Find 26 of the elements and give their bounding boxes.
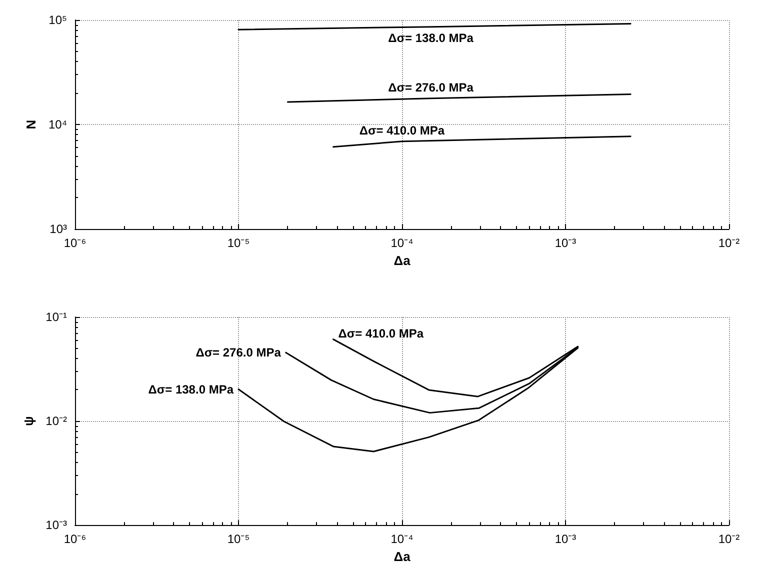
y-axis-title: ψ [20, 416, 36, 426]
x-axis-title: Δa [394, 549, 412, 564]
y-tick-label: 10⁻¹ [46, 310, 68, 324]
y-tick-label: 10⁴ [48, 118, 67, 132]
x-tick-label: 10⁻² [718, 532, 740, 546]
x-tick-label: 10⁻⁵ [227, 236, 250, 250]
series-label: Δσ= 138.0 MPa [388, 30, 474, 45]
x-tick-label: 10⁻⁴ [390, 236, 414, 250]
x-tick-label: 10⁻³ [554, 236, 576, 250]
x-tick-label: 10⁻³ [554, 532, 576, 546]
y-tick-label: 10⁵ [48, 13, 68, 27]
x-tick-label: 10⁻⁵ [227, 532, 250, 546]
x-tick-label: 10⁻² [718, 236, 740, 250]
y-tick-label: 10⁻³ [46, 518, 68, 532]
series-label: Δσ= 138.0 MPa [148, 382, 234, 396]
y-axis-title: N [24, 120, 39, 130]
x-axis-title: Δa [394, 252, 412, 268]
y-tick-label: 10³ [50, 222, 68, 236]
series-label: Δσ= 410.0 MPa [359, 123, 445, 138]
x-tick-label: 10⁻⁶ [64, 236, 86, 250]
x-tick-label: 10⁻⁴ [390, 532, 414, 546]
series-label: Δσ= 276.0 MPa [196, 346, 282, 360]
series-label: Δσ= 410.0 MPa [338, 326, 424, 340]
x-tick-label: 10⁻⁶ [64, 532, 86, 546]
series-label: Δσ= 276.0 MPa [388, 80, 474, 94]
y-tick-label: 10⁻² [46, 414, 68, 428]
